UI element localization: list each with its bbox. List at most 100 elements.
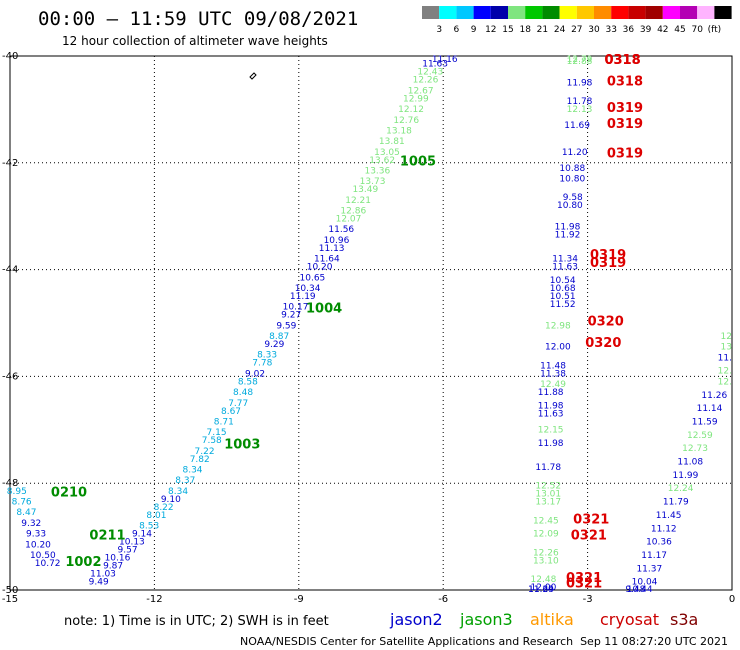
color-swatch: [680, 6, 698, 19]
color-scale-label: 9: [471, 25, 477, 35]
wave-height-label: 12.98: [545, 321, 571, 331]
wave-height-label: 11.63: [538, 409, 564, 419]
pass-time-label: 0319: [590, 256, 626, 271]
wave-height-label: 10.50: [30, 551, 56, 561]
wave-height-label: 10.17: [283, 303, 309, 313]
wave-height-label: 7.58: [202, 436, 222, 446]
color-scale-label: 18: [519, 25, 531, 35]
wave-height-label: 12.48: [531, 575, 557, 585]
color-swatch: [559, 6, 577, 19]
color-swatch: [662, 6, 680, 19]
wave-height-label: 8.34: [168, 487, 188, 497]
pass-time-label: 1004: [306, 301, 342, 316]
wave-height-label: 10.44: [627, 585, 653, 595]
color-scale-label: 70: [691, 25, 703, 35]
legend-altika: altika: [530, 610, 574, 629]
wave-height-label: 9.14: [132, 530, 152, 540]
wave-height-label: 8.95: [7, 487, 27, 497]
wave-height-label: 10.96: [324, 236, 350, 246]
wave-height-label: 11.69: [528, 585, 554, 595]
y-tick-label: -42: [2, 158, 18, 169]
color-swatch: [628, 6, 646, 19]
wave-height-label: 9.10: [161, 495, 181, 505]
pass-time-label: 0321: [573, 512, 609, 527]
color-swatch: [542, 6, 560, 19]
wave-height-label: 11.78: [535, 463, 561, 473]
wave-height-label: 8.37: [175, 476, 195, 486]
wave-height-label: 11.17: [641, 551, 667, 561]
wave-height-label: 10.72: [35, 559, 61, 569]
wave-height-label: 11.78: [567, 97, 593, 107]
color-swatch: [439, 6, 457, 19]
wave-height-label: 10.34: [295, 284, 321, 294]
wave-height-label: 11.99: [673, 471, 699, 481]
color-scale-label: 27: [571, 25, 582, 35]
wave-height-label: 12.86: [340, 207, 366, 217]
color-scale-label: 30: [588, 25, 600, 35]
color-swatch: [611, 6, 629, 19]
chart-title: 00:00 — 11:59 UTC 09/08/2021: [38, 8, 358, 30]
wave-height-label: 11.03: [90, 570, 116, 580]
wave-height-label: 11.63: [552, 263, 578, 273]
wave-height-label: 12.00: [545, 343, 571, 353]
wave-height-label: 8.34: [182, 466, 202, 476]
wave-height-label: 9.59: [276, 321, 296, 331]
wave-height-label: 13.49: [352, 185, 378, 195]
wave-height-label: 11.: [718, 353, 732, 363]
wave-height-label: 12.21: [345, 196, 371, 206]
wave-height-label: 10.80: [557, 201, 583, 211]
wave-height-label: 12.76: [393, 116, 419, 126]
color-scale-label: 33: [605, 25, 616, 35]
wave-height-label: 8.71: [214, 417, 234, 427]
wave-height-label: 11.26: [701, 391, 727, 401]
color-swatch: [473, 6, 491, 19]
wave-height-label: 10.20: [25, 540, 51, 550]
wave-height-label: 11.63: [422, 60, 448, 70]
y-tick-label: -46: [2, 371, 18, 382]
wave-height-label: 11.24: [528, 585, 554, 595]
wave-height-label: 11.48: [540, 361, 566, 371]
wave-height-label: 12.12: [398, 105, 424, 115]
wave-height-label: 9.58: [563, 193, 583, 203]
wave-height-label: 9.87: [103, 562, 123, 572]
wave-height-label: 8.33: [257, 351, 277, 361]
color-scale-label: 12: [485, 25, 496, 35]
wave-height-label: 11.56: [328, 225, 354, 235]
wave-height-label: 8.47: [16, 508, 36, 518]
pass-time-label: 1005: [400, 154, 436, 169]
color-swatch: [525, 6, 543, 19]
wave-height-label: 11.16: [432, 55, 458, 65]
color-scale-label: 6: [454, 25, 460, 35]
color-swatch: [697, 6, 715, 19]
wave-height-label: 13.17: [535, 498, 561, 508]
wave-height-label: 7.22: [195, 447, 215, 457]
color-swatch: [422, 6, 440, 19]
footnote: note: 1) Time is in UTC; 2) SWH is in fe…: [64, 614, 329, 629]
plot-area: -15 -12 -9 -6 -3 0-40-42-44-46-48-5011.1611.6…: [2, 51, 735, 605]
x-tick-label: 0: [729, 594, 735, 605]
y-tick-label: -40: [2, 51, 18, 62]
plot-frame: [9, 55, 733, 591]
wave-height-label: 10.80: [559, 174, 585, 184]
x-tick-label: -6: [438, 594, 448, 605]
y-tick-label: -50: [2, 585, 18, 596]
satellite-legend: jason2 jason3 altika cryosat s3a: [389, 610, 698, 629]
color-scale-label: 15: [502, 25, 513, 35]
wave-height-label: 11.13: [319, 244, 345, 254]
x-tick-label: -15: [2, 594, 18, 605]
wave-height-label: 11.08: [677, 458, 703, 468]
wave-height-label: 12.88: [567, 57, 593, 67]
wave-height-label: 10.36: [646, 538, 672, 548]
chart-subtitle: 12 hour collection of altimeter wave hei…: [62, 34, 328, 48]
wave-height-label: 9.29: [264, 340, 284, 350]
pass-time-label: 0318: [604, 53, 640, 68]
color-swatch: [490, 6, 508, 19]
color-scale-label: 42: [657, 25, 668, 35]
color-swatch: [645, 6, 663, 19]
wave-height-label: 11.38: [540, 369, 566, 379]
wave-height-label: 9.57: [118, 546, 138, 556]
wave-height-label: 9.49: [89, 578, 109, 588]
footer-timestamp: Sep 11 08:27:20 UTC 2021: [580, 635, 728, 648]
pass-time-label: 0320: [585, 336, 621, 351]
color-scale-label: 21: [537, 25, 548, 35]
